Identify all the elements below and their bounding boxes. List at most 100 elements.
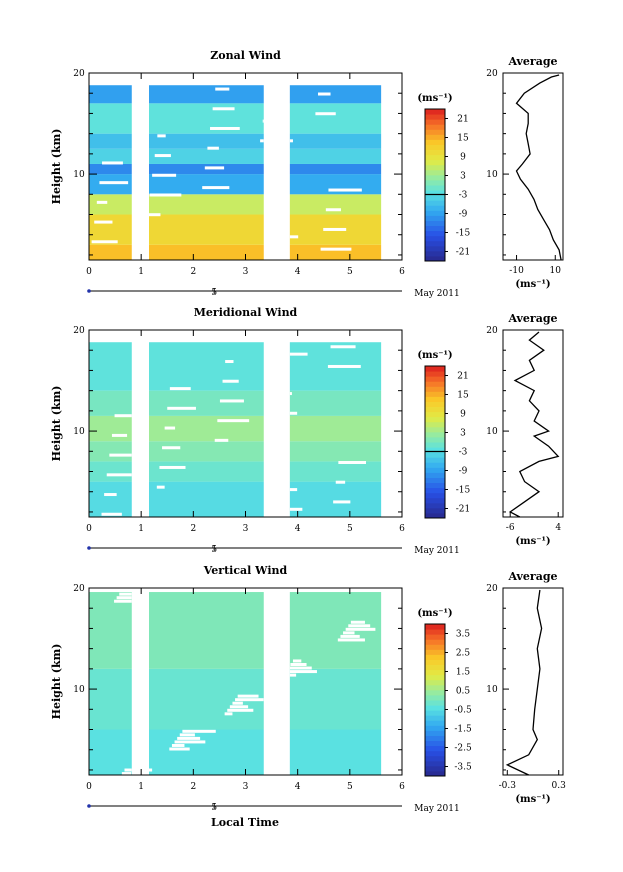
x-tick-label: 2 xyxy=(190,524,196,534)
colorbar-cell xyxy=(425,220,445,227)
missing-data-streak xyxy=(265,99,283,103)
average-x-tick-label: -0.3 xyxy=(499,781,517,791)
colorbar-tick-label: 21 xyxy=(457,115,468,125)
colorbar-cell xyxy=(425,629,445,635)
x-axis-label: Local Time xyxy=(211,816,279,829)
average-x-label: (ms⁻¹) xyxy=(515,794,550,805)
colorbar-cell xyxy=(425,442,445,448)
y-tick-label: 10 xyxy=(73,170,85,180)
field-band xyxy=(89,214,382,245)
y-tick-label: 10 xyxy=(73,685,85,695)
colorbar-cell xyxy=(425,109,445,115)
missing-data-streak xyxy=(282,673,297,677)
colorbar-tick-label: -21 xyxy=(456,505,471,515)
colorbar-cell xyxy=(425,391,445,397)
colorbar-cell xyxy=(425,190,445,196)
field-band xyxy=(89,103,382,134)
average-title: Average xyxy=(507,312,557,325)
x-tick-label: 0 xyxy=(86,267,92,277)
x-tick-label: 5 xyxy=(347,782,353,792)
colorbar-cell xyxy=(425,436,445,443)
missing-data-streak xyxy=(214,438,229,442)
date-axis-marker xyxy=(87,289,91,293)
missing-data-streak xyxy=(116,596,142,600)
missing-data-streak xyxy=(99,181,129,185)
colorbar-tick-label: -15 xyxy=(456,229,471,239)
colorbar-cell xyxy=(425,735,445,742)
panel-title: Zonal Wind xyxy=(210,49,281,62)
missing-data-streak xyxy=(275,372,287,376)
field-band xyxy=(89,133,382,149)
colorbar-tick-label: -21 xyxy=(456,248,471,258)
panel-1: Zonal Wind 0 1 2 3 4 5 6 10 20 Height (km) 5 May 201… xyxy=(50,49,564,299)
average-y-tick-label: 20 xyxy=(486,69,498,79)
missing-data-streak xyxy=(169,387,191,391)
colorbar-cell xyxy=(425,710,445,716)
missing-data-streak xyxy=(338,461,367,465)
colorbar-tick-label: 9 xyxy=(460,153,466,163)
missing-data-streak xyxy=(215,87,230,91)
average-frame xyxy=(502,72,564,261)
missing-data-streak xyxy=(121,772,132,775)
average-y-tick-label: 20 xyxy=(486,326,498,336)
missing-data-streak xyxy=(270,235,299,239)
missing-data-streak xyxy=(146,213,161,217)
colorbar-cell xyxy=(425,457,445,463)
colorbar-cell xyxy=(425,195,445,201)
colorbar-tick-label: -9 xyxy=(459,467,468,477)
colorbar-cell xyxy=(425,477,445,484)
colorbar-tick-label: 9 xyxy=(460,410,466,420)
missing-data-streak xyxy=(222,379,239,383)
colorbar-cell xyxy=(425,740,445,747)
missing-data-streak xyxy=(287,666,312,670)
colorbar-cell xyxy=(425,215,445,221)
missing-data-streak xyxy=(350,620,365,624)
x-tick-label: 2 xyxy=(190,267,196,277)
date-tick-label: 5 xyxy=(211,545,217,555)
field-band xyxy=(89,174,382,195)
missing-data-streak xyxy=(280,507,303,511)
missing-data-streak xyxy=(237,694,259,698)
colorbar-cell xyxy=(425,210,445,216)
colorbar-tick-label: -1.5 xyxy=(454,725,472,735)
x-tick-label: 2 xyxy=(190,782,196,792)
colorbar-cell xyxy=(425,129,445,135)
missing-data-streak xyxy=(182,729,216,733)
missing-data-streak xyxy=(235,698,264,702)
x-tick-label: 4 xyxy=(295,267,301,277)
missing-data-streak xyxy=(124,768,153,772)
colorbar-cell xyxy=(425,431,445,438)
missing-data-streak xyxy=(114,599,147,603)
colorbar-tick-label: -3 xyxy=(459,448,468,458)
missing-data-streak xyxy=(320,247,352,251)
panel-2: Meridional Wind 0 1 2 3 4 5 6 10 20 Height (km) 5 Ma… xyxy=(50,306,564,556)
x-tick-label: 5 xyxy=(347,524,353,534)
colorbar-unit: (ms⁻¹) xyxy=(417,350,452,361)
missing-data-streak xyxy=(260,139,293,143)
colorbar-cell xyxy=(425,386,445,392)
average-x-tick-label: 4 xyxy=(555,523,561,533)
heatmap-field xyxy=(89,592,382,775)
x-tick-label: 4 xyxy=(295,782,301,792)
colorbar-cell xyxy=(425,659,445,666)
colorbar-cell xyxy=(425,639,445,645)
missing-data-streak xyxy=(323,227,347,231)
missing-data-streak xyxy=(315,112,336,116)
colorbar-cell xyxy=(425,700,445,706)
missing-data-streak xyxy=(102,161,123,165)
y-tick-label: 10 xyxy=(73,427,85,437)
missing-data-streak xyxy=(225,360,234,364)
missing-data-streak xyxy=(171,743,185,747)
average-y-tick-label: 20 xyxy=(486,584,498,594)
colorbar-cell xyxy=(425,644,445,650)
average-x-label: (ms⁻¹) xyxy=(515,279,550,290)
colorbar-cell xyxy=(425,472,445,478)
average-frame xyxy=(502,329,564,518)
field-band xyxy=(89,163,382,175)
colorbar-cell xyxy=(425,679,445,686)
x-tick-label: 4 xyxy=(295,524,301,534)
colorbar-cell xyxy=(425,720,445,726)
missing-data-streak xyxy=(345,627,376,631)
colorbar-cell xyxy=(425,406,445,413)
